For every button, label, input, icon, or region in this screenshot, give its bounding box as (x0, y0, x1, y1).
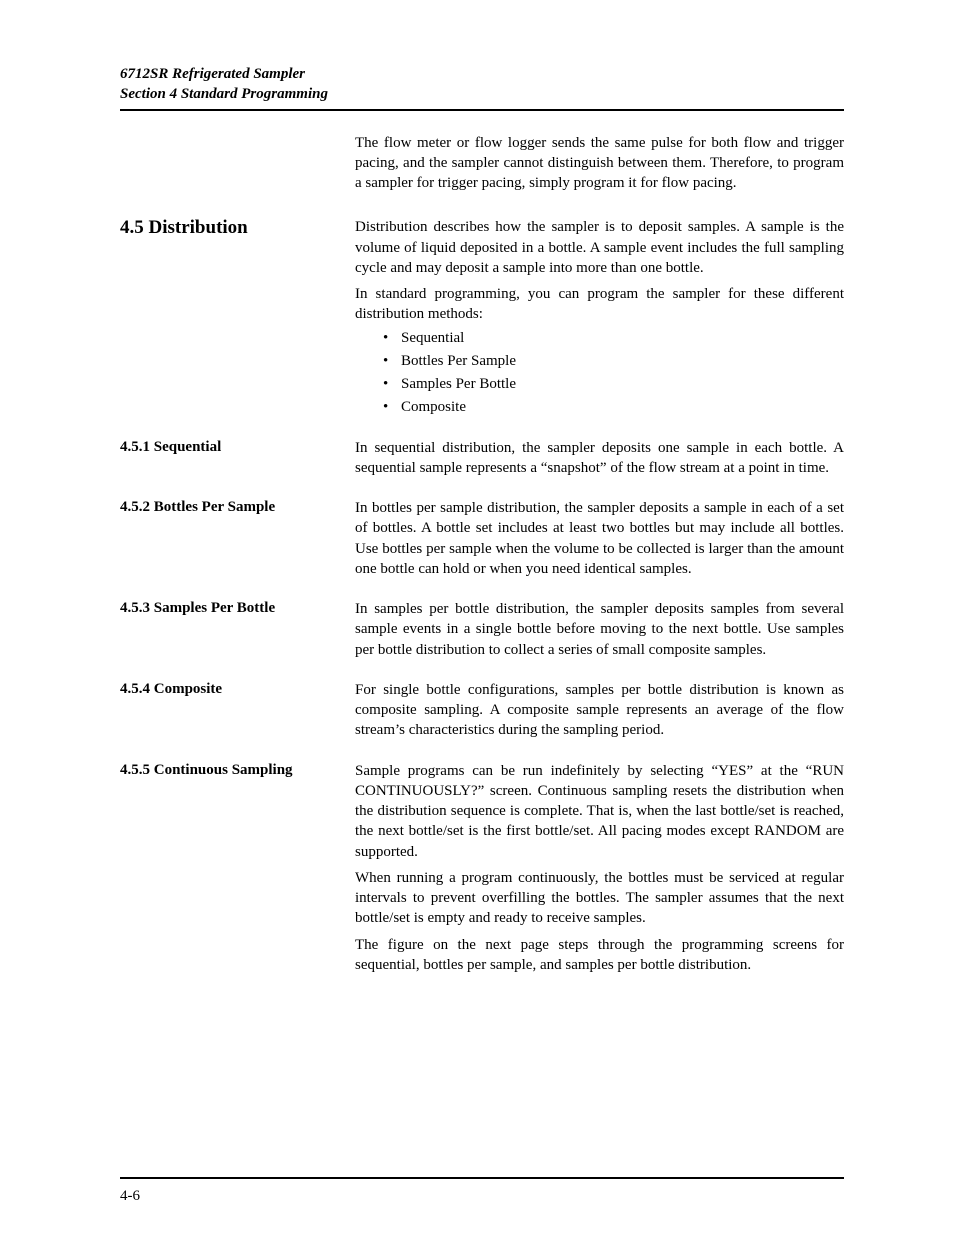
composite-heading: 4.5.4 Composite (120, 680, 335, 700)
composite-row: 4.5.4 Composite For single bottle config… (120, 680, 844, 747)
continuous-left: 4.5.5 Continuous Sampling (120, 761, 355, 781)
page: 6712SR Refrigerated Sampler Section 4 St… (0, 0, 954, 1235)
header-product: 6712SR Refrigerated Sampler (120, 64, 844, 84)
sequential-row: 4.5.1 Sequential In sequential distribut… (120, 438, 844, 485)
bps-para: In bottles per sample distribution, the … (355, 498, 844, 579)
spb-heading: 4.5.3 Samples Per Bottle (120, 599, 335, 619)
composite-para: For single bottle configurations, sample… (355, 680, 844, 741)
spb-row: 4.5.3 Samples Per Bottle In samples per … (120, 599, 844, 666)
intro-row: The flow meter or flow logger sends the … (120, 133, 844, 200)
distribution-heading: 4.5 Distribution (120, 217, 335, 240)
running-header: 6712SR Refrigerated Sampler Section 4 St… (120, 64, 844, 111)
distribution-right: Distribution describes how the sampler i… (355, 217, 844, 419)
continuous-para1: Sample programs can be run indefinitely … (355, 761, 844, 862)
sequential-para: In sequential distribution, the sampler … (355, 438, 844, 479)
distribution-para1: Distribution describes how the sampler i… (355, 217, 844, 278)
continuous-para2: When running a program continuously, the… (355, 868, 844, 929)
distribution-list: Sequential Bottles Per Sample Samples Pe… (355, 327, 844, 420)
distribution-list-item: Composite (401, 396, 844, 419)
bps-left: 4.5.2 Bottles Per Sample (120, 498, 355, 518)
continuous-right: Sample programs can be run indefinitely … (355, 761, 844, 982)
header-section: Section 4 Standard Programming (120, 84, 844, 104)
distribution-para2: In standard programming, you can program… (355, 284, 844, 325)
distribution-list-item: Bottles Per Sample (401, 350, 844, 373)
intro-right: The flow meter or flow logger sends the … (355, 133, 844, 200)
bps-row: 4.5.2 Bottles Per Sample In bottles per … (120, 498, 844, 585)
distribution-left: 4.5 Distribution (120, 217, 355, 240)
spb-right: In samples per bottle distribution, the … (355, 599, 844, 666)
footer-rule (120, 1177, 844, 1179)
spb-para: In samples per bottle distribution, the … (355, 599, 844, 660)
bps-heading: 4.5.2 Bottles Per Sample (120, 498, 335, 518)
distribution-list-item: Sequential (401, 327, 844, 350)
distribution-list-item: Samples Per Bottle (401, 373, 844, 396)
continuous-heading: 4.5.5 Continuous Sampling (120, 761, 335, 781)
continuous-para3: The figure on the next page steps throug… (355, 935, 844, 976)
page-number: 4-6 (120, 1188, 140, 1205)
intro-paragraph: The flow meter or flow logger sends the … (355, 133, 844, 194)
spb-left: 4.5.3 Samples Per Bottle (120, 599, 355, 619)
composite-right: For single bottle configurations, sample… (355, 680, 844, 747)
sequential-left: 4.5.1 Sequential (120, 438, 355, 458)
bps-right: In bottles per sample distribution, the … (355, 498, 844, 585)
sequential-heading: 4.5.1 Sequential (120, 438, 335, 458)
distribution-row: 4.5 Distribution Distribution describes … (120, 217, 844, 419)
sequential-right: In sequential distribution, the sampler … (355, 438, 844, 485)
composite-left: 4.5.4 Composite (120, 680, 355, 700)
continuous-row: 4.5.5 Continuous Sampling Sample program… (120, 761, 844, 982)
